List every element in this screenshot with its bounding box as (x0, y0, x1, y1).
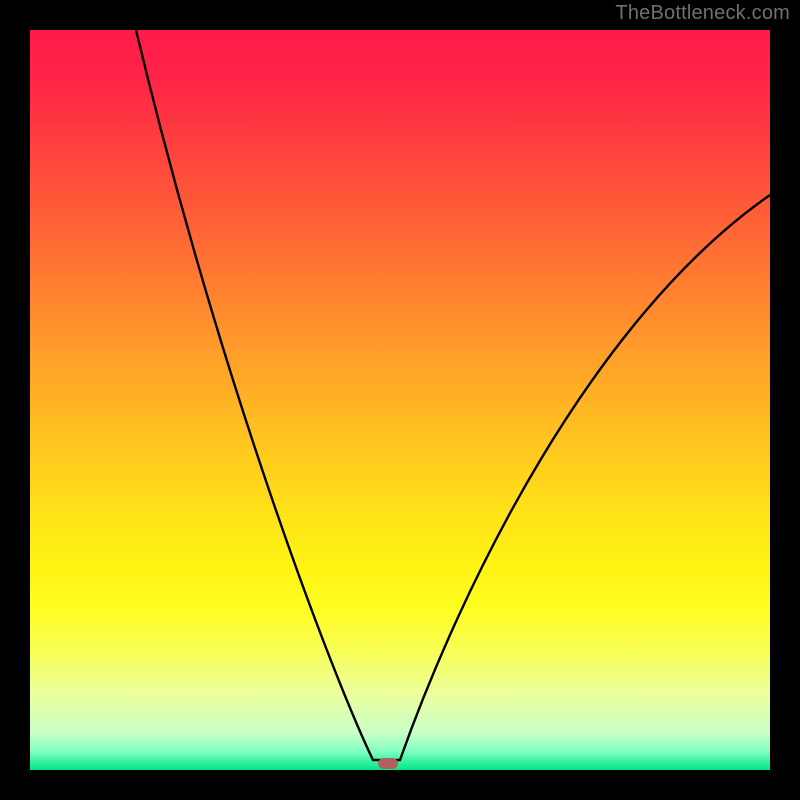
optimum-marker (378, 758, 398, 769)
chart-plot-area (30, 30, 770, 770)
watermark-text: TheBottleneck.com (615, 2, 790, 25)
bottleneck-curve (30, 30, 770, 770)
